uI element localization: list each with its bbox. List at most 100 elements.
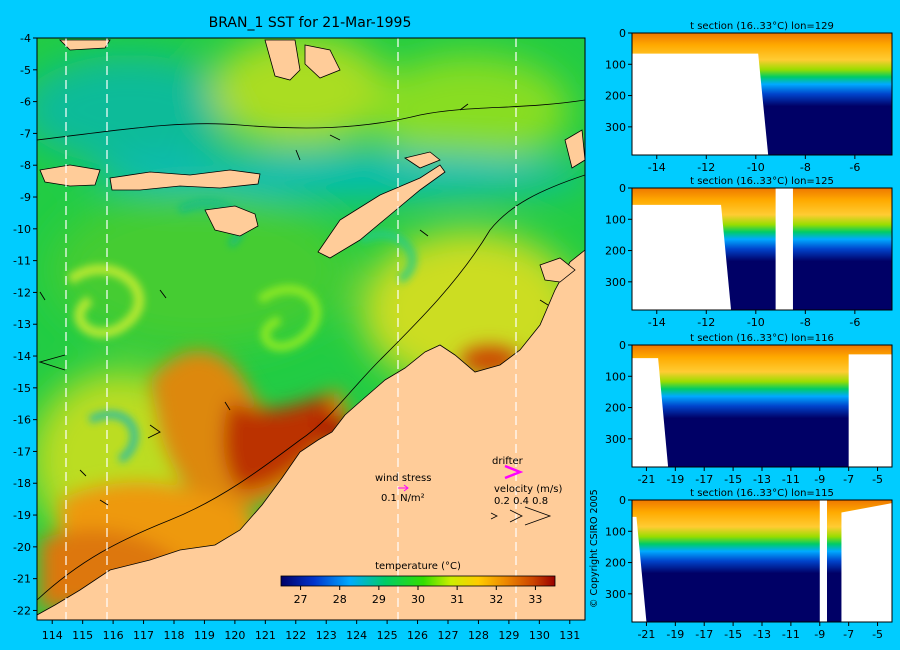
map-legend: wind stress 0.1 N/m² drifter velocity (m… bbox=[375, 456, 562, 526]
section-y-tick-label: 100 bbox=[605, 370, 626, 383]
section-panel-3: t section (16..33°C) lon=116 -21 -19 -17 -15… bbox=[605, 333, 893, 486]
flores-island bbox=[109, 169, 261, 191]
sumba-island bbox=[204, 205, 259, 237]
section-y-tick-label: 300 bbox=[605, 276, 626, 289]
section-y-tick-label: 0 bbox=[619, 27, 626, 40]
section-x-tick-label: -9 bbox=[814, 628, 825, 641]
section-panel-4: t section (16..33°C) lon=115 -21 -19 -17 -15… bbox=[605, 488, 893, 641]
map-x-tick-label: 121 bbox=[255, 629, 276, 642]
section-x-tick-label: -5 bbox=[872, 473, 883, 486]
map-y-tick-label: -17 bbox=[13, 445, 31, 458]
velocity-label: velocity (m/s) bbox=[494, 484, 562, 495]
drifter-label: drifter bbox=[492, 456, 524, 467]
wind-stress-scale: 0.1 N/m² bbox=[381, 493, 425, 504]
map-x-tick-label: 117 bbox=[133, 629, 154, 642]
sulawesi-south bbox=[264, 39, 301, 81]
section-x-tick-label: -9 bbox=[814, 473, 825, 486]
section-title: t section (16..33°C) lon=116 bbox=[690, 333, 834, 344]
sst-map bbox=[37, 38, 585, 620]
map-y-tick-label: -19 bbox=[13, 509, 31, 522]
section-land-right bbox=[848, 354, 892, 467]
map-y-tick-label: -13 bbox=[13, 318, 31, 331]
section-panel-2: t section (16..33°C) lon=125 -14 -12 -10 -8 -… bbox=[605, 176, 893, 329]
section-x-tick-label: -19 bbox=[666, 473, 684, 486]
section-panel-1: t section (16..33°C) lon=129 -14 -12 -10 -8 -… bbox=[605, 21, 893, 174]
velocity-arrows bbox=[490, 506, 552, 526]
section-y-tick-label: 300 bbox=[605, 121, 626, 134]
section-x-tick-label: -12 bbox=[697, 161, 715, 174]
section-y-tick-label: 0 bbox=[619, 339, 626, 352]
section-y-tick-label: 0 bbox=[619, 182, 626, 195]
map-x-tick-label: 127 bbox=[438, 629, 459, 642]
sst-mid bbox=[50, 190, 350, 350]
colorbar-tick-label: 32 bbox=[489, 593, 503, 606]
section-x-tick-label: -11 bbox=[782, 628, 800, 641]
map-y-tick-label: -18 bbox=[13, 477, 31, 490]
map-x-tick-label: 114 bbox=[42, 629, 63, 642]
sst-north-cool bbox=[37, 55, 240, 165]
map-x-tick-label: 131 bbox=[559, 629, 580, 642]
bathymetry-contour bbox=[37, 99, 585, 601]
map-x-tick-label: 129 bbox=[498, 629, 519, 642]
wind-stress-arrow bbox=[398, 484, 409, 492]
section-y-tick-label: 300 bbox=[605, 588, 626, 601]
land bbox=[37, 39, 585, 620]
map-y-tick-label: -15 bbox=[13, 382, 31, 395]
section-title: t section (16..33°C) lon=125 bbox=[690, 176, 834, 187]
section-x-tick-label: -17 bbox=[695, 628, 713, 641]
colorbar-tick-label: 33 bbox=[528, 593, 542, 606]
velocity-scale: 0.2 0.4 0.8 bbox=[494, 496, 548, 507]
section-x-tick-label: -17 bbox=[695, 473, 713, 486]
map-x-tick-label: 123 bbox=[316, 629, 337, 642]
section-x-tick-label: -13 bbox=[753, 473, 771, 486]
section-x-tick-label: -6 bbox=[849, 316, 860, 329]
section-x-tick-label: -7 bbox=[843, 628, 854, 641]
colorbar bbox=[280, 575, 556, 587]
wetar-island bbox=[404, 151, 441, 169]
map-y-tick-label: -14 bbox=[13, 350, 31, 363]
section-y-tick-label: 300 bbox=[605, 433, 626, 446]
section-x-tick-label: -5 bbox=[872, 628, 883, 641]
section-frame bbox=[631, 187, 893, 311]
section-x-tick-label: -13 bbox=[753, 628, 771, 641]
section-land bbox=[632, 204, 732, 310]
timor-island bbox=[317, 164, 446, 259]
section-land bbox=[632, 53, 769, 156]
map-y-tick-label: -5 bbox=[20, 64, 31, 77]
section-x-tick-label: -21 bbox=[637, 628, 655, 641]
section-y-tick-label: 200 bbox=[605, 90, 626, 103]
section-x-tick-label: -10 bbox=[747, 161, 765, 174]
section-x-tick-label: -15 bbox=[724, 628, 742, 641]
section-x-tick-label: -14 bbox=[648, 316, 666, 329]
section-x-tick-label: -14 bbox=[648, 161, 666, 174]
section-lines bbox=[65, 38, 517, 620]
map-y-tick-label: -12 bbox=[13, 286, 31, 299]
section-panels: t section (16..33°C) lon=129 -14 -12 -10 -8 -… bbox=[605, 21, 893, 641]
map-x-tick-label: 130 bbox=[529, 629, 550, 642]
map-x-tick-label: 115 bbox=[72, 629, 93, 642]
map-x-tick-label: 125 bbox=[377, 629, 398, 642]
map-y-tick-label: -7 bbox=[20, 127, 31, 140]
section-land-right bbox=[841, 503, 892, 622]
babar-island bbox=[539, 257, 576, 283]
map-x-tick-label: 126 bbox=[407, 629, 428, 642]
section-frame bbox=[631, 32, 893, 156]
section-y-tick-label: 0 bbox=[619, 494, 626, 507]
section-x-tick-label: -19 bbox=[666, 628, 684, 641]
map-y-tick-label: -21 bbox=[13, 573, 31, 586]
section-x-tick-label: -10 bbox=[747, 316, 765, 329]
map-x-tick-label: 118 bbox=[164, 629, 185, 642]
sst-eddies bbox=[67, 200, 417, 464]
map-y-tick-label: -8 bbox=[20, 159, 31, 172]
wind-stress-label: wind stress bbox=[375, 473, 431, 484]
colorbar-tick-label: 31 bbox=[450, 593, 464, 606]
colorbar-tick-label: 29 bbox=[372, 593, 386, 606]
wind-vectors bbox=[38, 103, 549, 506]
map-x-tick-label: 116 bbox=[103, 629, 124, 642]
section-x-tick-label: -12 bbox=[697, 316, 715, 329]
map-axes: 114 115 116 117 118 119 120 121 122 123 124 125 126 1… bbox=[13, 32, 580, 642]
map-y-tick-label: -4 bbox=[20, 32, 31, 45]
section-y-tick-label: 200 bbox=[605, 557, 626, 570]
section-x-tick-label: -6 bbox=[849, 161, 860, 174]
